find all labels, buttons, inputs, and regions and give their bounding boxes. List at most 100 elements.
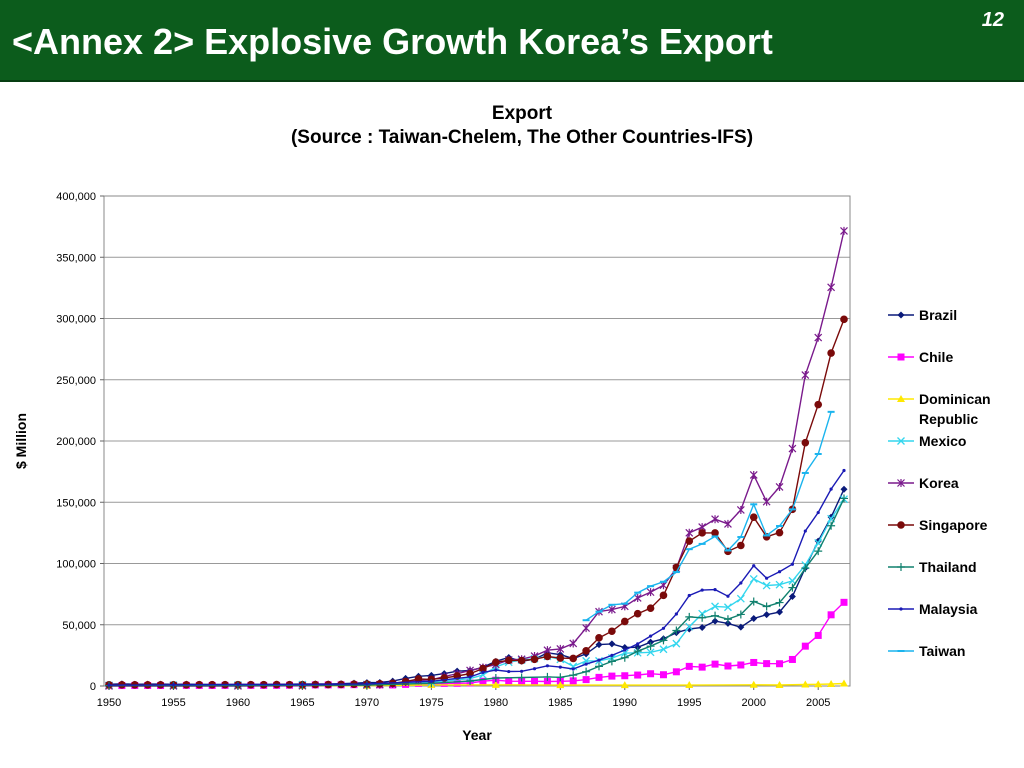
data-point [623, 648, 627, 652]
slide-title: <Annex 2> Explosive Growth Korea’s Expor… [12, 21, 773, 62]
data-point [840, 598, 848, 606]
data-point [532, 667, 537, 671]
data-point [816, 510, 820, 515]
data-point [507, 669, 511, 674]
legend-label: Singapore [919, 517, 988, 533]
data-point [711, 529, 719, 537]
data-point [788, 655, 796, 663]
data-point [724, 619, 732, 627]
data-point [711, 602, 720, 611]
data-point [569, 677, 577, 685]
data-point [505, 677, 513, 685]
data-point [801, 438, 810, 447]
x-tick-label: 1950 [97, 697, 121, 709]
legend-item-korea: Korea [888, 475, 959, 491]
data-point [685, 662, 693, 670]
data-point [107, 683, 111, 687]
legend-label: Malaysia [919, 601, 978, 617]
data-point [698, 624, 706, 632]
data-point [608, 672, 616, 680]
data-point [840, 494, 848, 503]
data-point [608, 627, 616, 636]
legend-item-taiwan: Taiwan [888, 643, 965, 659]
data-point [698, 609, 707, 618]
data-point [698, 663, 706, 671]
data-point [504, 656, 513, 665]
data-point [661, 626, 666, 630]
data-point [597, 658, 601, 662]
data-point [685, 528, 694, 537]
data-point [749, 680, 758, 688]
data-point [685, 625, 693, 633]
data-point [840, 485, 848, 493]
data-point [468, 675, 472, 679]
x-tick-label: 1975 [419, 697, 443, 709]
gridlines [104, 195, 850, 626]
data-point [531, 677, 539, 685]
y-tick-label: 0 [90, 681, 96, 693]
data-point [517, 656, 526, 665]
legend-label: Brazil [919, 307, 957, 323]
data-point [775, 680, 784, 688]
data-point [543, 678, 551, 686]
data-point [698, 613, 707, 622]
data-point [775, 528, 784, 537]
data-point [801, 564, 810, 573]
data-point [517, 673, 526, 682]
series-group [105, 226, 848, 690]
data-point [556, 654, 565, 662]
chart-subtitle: (Source : Taiwan-Chelem, The Other Count… [290, 127, 754, 148]
y-tick-label: 400,000 [56, 191, 96, 203]
data-point [610, 653, 614, 657]
data-point [803, 529, 807, 533]
data-point [737, 623, 745, 631]
y-tick-label: 50,000 [62, 620, 96, 632]
data-point [814, 680, 823, 688]
data-point [584, 662, 588, 666]
x-axis: 1950 1955 1960 1965 1970 1975 1980 1985 1990 1995… [97, 686, 830, 709]
data-point [763, 611, 771, 619]
data-point [414, 675, 423, 683]
data-point [685, 537, 694, 545]
y-tick-label: 300,000 [56, 314, 96, 326]
data-point [582, 676, 590, 684]
series-mexico [105, 495, 848, 690]
data-point [829, 487, 833, 491]
data-point [899, 607, 903, 611]
data-point [842, 468, 846, 473]
x-tick-label: 1960 [226, 697, 250, 709]
data-point [607, 605, 616, 614]
data-point [236, 682, 240, 687]
data-point [737, 661, 745, 669]
data-point [897, 353, 905, 361]
data-point [749, 513, 758, 521]
x-tick-label: 1990 [613, 697, 637, 709]
data-point [685, 622, 694, 631]
x-tick-label: 1965 [290, 697, 314, 709]
data-point [530, 655, 539, 664]
data-point [827, 283, 836, 292]
y-tick-label: 150,000 [56, 497, 96, 509]
data-point [897, 521, 905, 529]
data-point [840, 226, 848, 235]
x-tick-label: 2000 [741, 697, 765, 709]
data-point [569, 639, 578, 648]
data-point [620, 681, 629, 689]
series-line-thailand [109, 498, 845, 687]
y-tick-label: 100,000 [56, 559, 96, 571]
series-korea [105, 226, 848, 690]
legend-item-brazil: Brazil [888, 307, 957, 323]
data-point [762, 602, 771, 611]
data-point [801, 680, 810, 688]
data-point [543, 652, 552, 661]
data-point [672, 626, 681, 635]
data-point [711, 617, 719, 625]
data-point [647, 638, 655, 646]
data-point [620, 653, 629, 662]
data-point [672, 668, 680, 676]
data-point [659, 636, 668, 645]
data-point [479, 664, 487, 673]
data-point [711, 515, 719, 524]
data-point [750, 615, 758, 623]
data-point [897, 437, 905, 445]
